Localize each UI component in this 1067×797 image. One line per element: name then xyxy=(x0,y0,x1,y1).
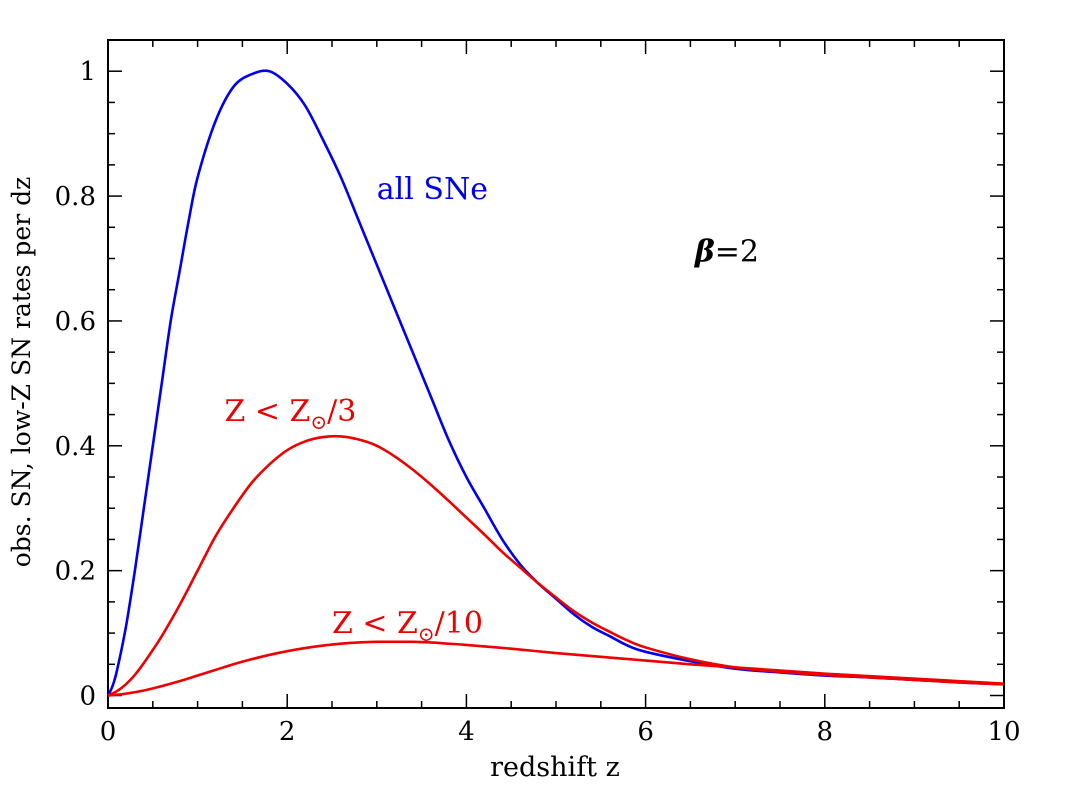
plot-border xyxy=(107,39,1005,709)
x-tick-label: 2 xyxy=(279,717,296,747)
solar-symbol: ⊙ xyxy=(418,622,435,646)
solar-symbol: ⊙ xyxy=(310,410,327,434)
axis-ticks xyxy=(107,39,1005,708)
series-line-2 xyxy=(107,434,1005,697)
annotation-main: Z < Z xyxy=(332,606,418,641)
annotation-tenth: Z < Z⊙/10 xyxy=(332,606,483,646)
y-axis-label: obs. SN, low-Z SN rates per dz xyxy=(7,177,36,568)
beta-value: =2 xyxy=(715,235,759,270)
x-tick-label: 6 xyxy=(637,717,654,747)
annotation-all: all SNe xyxy=(377,172,488,207)
annotation-beta: β=2 xyxy=(694,235,759,270)
x-tick-label: 0 xyxy=(100,717,117,747)
annotation-tail: /10 xyxy=(435,606,483,641)
y-tick-label: 0.2 xyxy=(55,557,96,587)
x-tick-label: 10 xyxy=(987,717,1020,747)
x-axis-label: redshift z xyxy=(490,752,620,783)
x-tick-label: 4 xyxy=(458,717,475,747)
axis-tick-labels: 0 2 4 6 8 10 0 0.2 0.4 0.6 0.8 1 xyxy=(55,57,1021,747)
series-line-3 xyxy=(107,640,1005,697)
annotation-tail: /3 xyxy=(327,394,356,429)
x-tick-label: 8 xyxy=(817,717,834,747)
y-tick-label: 0 xyxy=(79,682,96,712)
y-tick-label: 0.8 xyxy=(55,182,96,212)
y-tick-label: 1 xyxy=(79,57,96,87)
series-line-1 xyxy=(106,69,1005,697)
plot-frame xyxy=(107,39,1005,709)
beta-symbol: β xyxy=(694,235,715,270)
annotation-main: Z < Z xyxy=(224,394,310,429)
series-curves xyxy=(106,69,1005,697)
y-tick-label: 0.4 xyxy=(55,432,96,462)
annotation-third: Z < Z⊙/3 xyxy=(224,394,356,434)
y-tick-label: 0.6 xyxy=(55,307,96,337)
